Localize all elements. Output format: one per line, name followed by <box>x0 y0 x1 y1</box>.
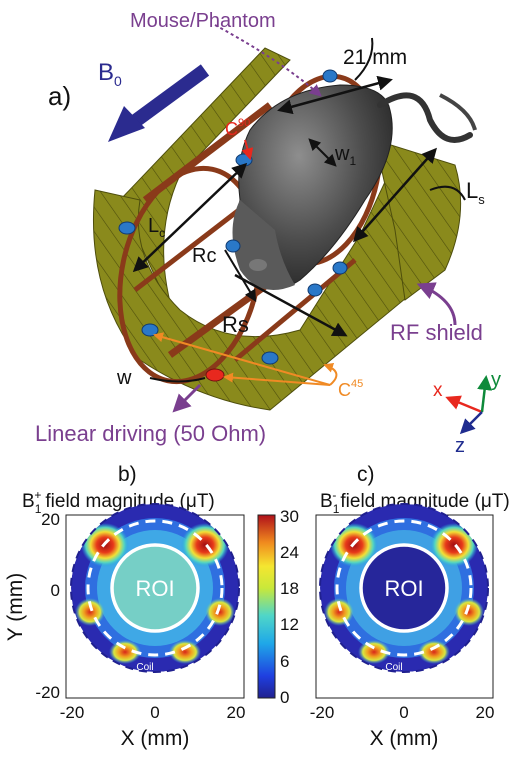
ls-label: Ls <box>466 178 485 207</box>
panel-a-label: a) <box>48 81 71 111</box>
x-tick: 0 <box>150 703 159 722</box>
panel-c-fieldmap <box>320 504 488 672</box>
w1-label: w1 <box>334 143 356 168</box>
rf-shield-leader <box>416 282 457 326</box>
colorbar: 30 24 18 12 6 0 <box>257 507 299 707</box>
x-tick: 0 <box>399 703 408 722</box>
colorbar-tick: 24 <box>280 543 299 562</box>
panel-b-roi-circle <box>110 543 200 633</box>
rs-label: Rs <box>222 312 249 337</box>
c90-arrow <box>241 139 254 161</box>
dim-21mm-label: 21 mm <box>343 46 407 69</box>
y-tick: 20 <box>41 510 60 529</box>
b0-arrowhead <box>108 106 145 142</box>
panel-a: a) B0 Mouse/Phantom 21 mm C90 w1 Ls Lc R… <box>35 10 501 457</box>
x-tick: 20 <box>476 703 495 722</box>
panel-b-roi-label: ROI <box>135 576 174 601</box>
panel-c-roi-circle <box>359 543 449 633</box>
linear-driving-label: Linear driving (50 Ohm) <box>35 421 266 446</box>
panel-c-coil-label: Coil <box>385 662 402 673</box>
x-tick: 20 <box>227 703 246 722</box>
panel-c-roi-label: ROI <box>384 576 423 601</box>
c45-label: C45 <box>338 378 363 400</box>
x-tick: -20 <box>310 703 335 722</box>
y-tick: 0 <box>51 581 60 600</box>
colorbar-gradient <box>257 514 276 699</box>
colorbar-tick: 18 <box>280 579 299 598</box>
panel-b-letter: b) <box>118 463 137 486</box>
colorbar-tick: 6 <box>280 652 289 671</box>
panel-c-shield-circle <box>319 503 489 673</box>
y-tick: -20 <box>35 683 60 702</box>
coil-leg <box>233 258 357 362</box>
rc-label: Rc <box>192 245 216 267</box>
axis-triad <box>445 375 493 435</box>
c90-label: C90 <box>225 117 250 139</box>
x-tick: -20 <box>60 703 85 722</box>
colorbar-tick: 0 <box>280 688 289 707</box>
c45-arrows <box>153 332 338 386</box>
dim-rs-arrow <box>234 273 348 337</box>
panel-c-coil-circle <box>335 519 473 657</box>
dim-21mm-arrow <box>277 75 393 115</box>
axis-z-label: z <box>455 435 465 457</box>
panel-b-coil-label: Coil <box>136 662 153 673</box>
colorbar-tick: 12 <box>280 615 299 634</box>
panel-b-fieldmap <box>71 504 239 672</box>
dim-rc-arrow <box>224 249 257 303</box>
dim-lc-arrow <box>132 162 248 273</box>
w-label: w <box>116 367 132 389</box>
dim-w1-arrow <box>308 138 337 167</box>
lc-label: Lc <box>148 215 165 240</box>
b0-label: B0 <box>98 59 122 89</box>
panel-c-letter: c) <box>357 463 375 486</box>
b0-arrow <box>125 64 210 131</box>
panel-b-ylabel: Y (mm) <box>4 573 27 641</box>
mouse-leader <box>214 24 322 97</box>
axis-x-label: x <box>433 380 443 401</box>
mouse-phantom-label: Mouse/Phantom <box>130 10 276 32</box>
linear-driving-arrow <box>172 383 202 413</box>
colorbar-tick: 30 <box>280 507 299 526</box>
panel-b-xlabel: X (mm) <box>121 727 190 750</box>
panel-c-xlabel: X (mm) <box>370 727 439 750</box>
dim-ls-arrow <box>353 147 437 243</box>
panel-b-shield-circle <box>70 503 240 673</box>
panel-c: c) B1- field magnitude (μT) ROI Coil -20 … <box>310 463 510 750</box>
rf-shield-label: RF shield <box>390 320 483 345</box>
panel-b-coil-circle <box>86 519 224 657</box>
panel-b: b) B1+ field magnitude (μT) ROI Coil -20 … <box>4 463 245 750</box>
axis-y-label: y <box>491 369 501 391</box>
